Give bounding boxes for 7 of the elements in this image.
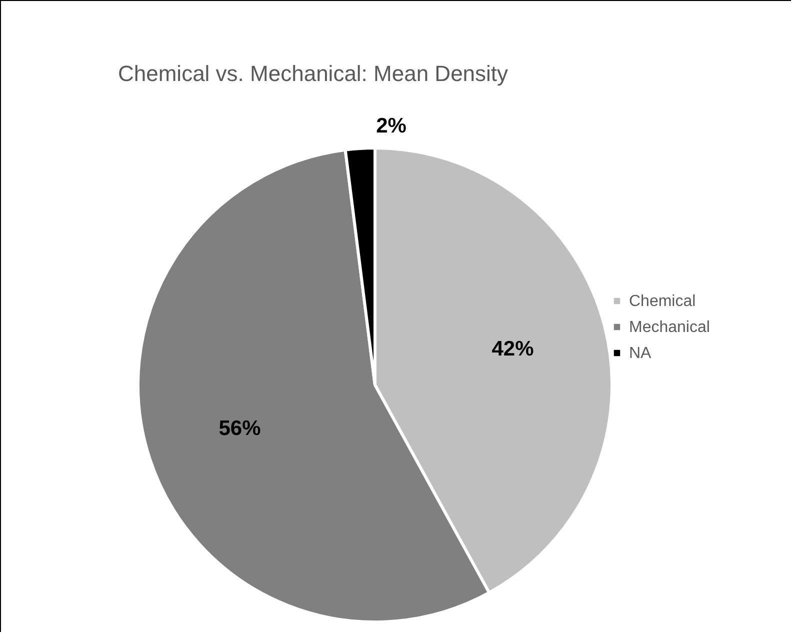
data-label: 56% [218, 416, 262, 440]
legend-label: Mechanical [629, 319, 710, 336]
chart-title: Chemical vs. Mechanical: Mean Density [118, 61, 508, 86]
legend-label: NA [629, 345, 652, 362]
legend-label: Chemical [629, 293, 696, 310]
data-label: 42% [492, 338, 534, 361]
data-label: 2% [376, 114, 407, 138]
